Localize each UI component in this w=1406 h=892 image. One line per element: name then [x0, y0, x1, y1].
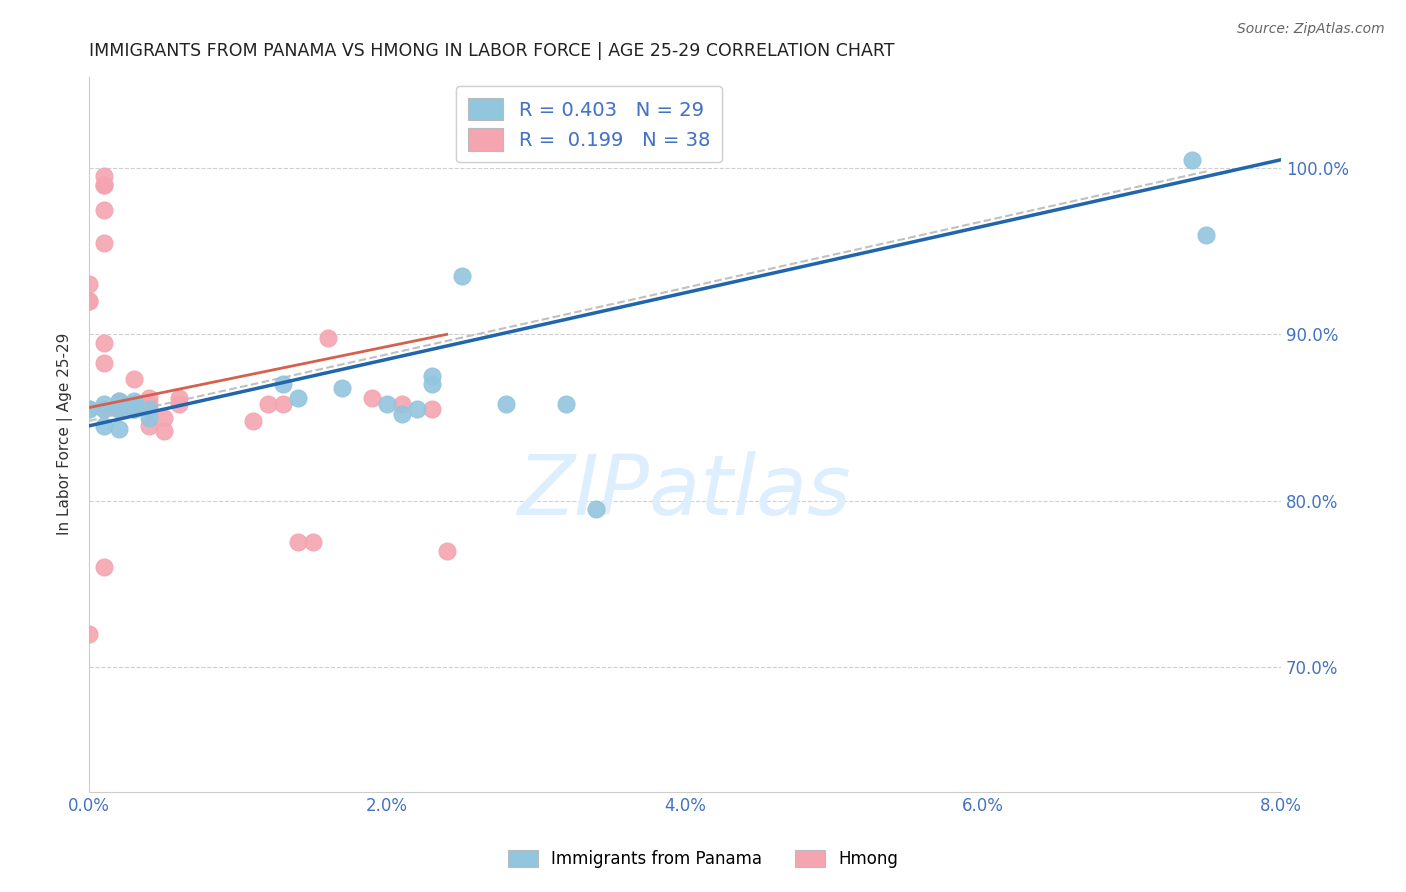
- Point: [93, 397, 115, 411]
- Point: [1180, 153, 1202, 167]
- Point: [93, 418, 115, 433]
- Point: [77, 277, 100, 292]
- Point: [138, 397, 160, 411]
- Point: [554, 397, 576, 411]
- Point: [93, 202, 115, 217]
- Point: [108, 402, 131, 417]
- Point: [93, 560, 115, 574]
- Legend: Immigrants from Panama, Hmong: Immigrants from Panama, Hmong: [501, 843, 905, 875]
- Point: [375, 397, 398, 411]
- Point: [287, 535, 309, 549]
- Point: [108, 402, 131, 417]
- Point: [152, 410, 174, 425]
- Point: [108, 397, 131, 411]
- Point: [391, 397, 413, 411]
- Point: [122, 393, 145, 408]
- Point: [271, 397, 294, 411]
- Legend: R = 0.403   N = 29, R =  0.199   N = 38: R = 0.403 N = 29, R = 0.199 N = 38: [457, 87, 721, 162]
- Point: [138, 410, 160, 425]
- Point: [301, 535, 323, 549]
- Text: Source: ZipAtlas.com: Source: ZipAtlas.com: [1237, 22, 1385, 37]
- Point: [332, 381, 354, 395]
- Point: [77, 294, 100, 309]
- Point: [122, 372, 145, 386]
- Point: [420, 402, 443, 417]
- Point: [108, 402, 131, 417]
- Point: [420, 377, 443, 392]
- Point: [450, 269, 472, 284]
- Point: [93, 335, 115, 350]
- Point: [77, 402, 100, 417]
- Point: [108, 393, 131, 408]
- Point: [77, 294, 100, 309]
- Point: [242, 414, 264, 428]
- Point: [287, 391, 309, 405]
- Point: [138, 402, 160, 417]
- Point: [257, 397, 280, 411]
- Point: [316, 331, 339, 345]
- Point: [495, 397, 517, 411]
- Point: [138, 418, 160, 433]
- Point: [108, 402, 131, 417]
- Point: [271, 377, 294, 392]
- Point: [585, 502, 607, 516]
- Point: [436, 543, 458, 558]
- Point: [122, 397, 145, 411]
- Point: [122, 402, 145, 417]
- Point: [138, 391, 160, 405]
- Point: [1195, 227, 1218, 242]
- Point: [167, 391, 190, 405]
- Point: [93, 178, 115, 192]
- Point: [108, 422, 131, 436]
- Point: [167, 397, 190, 411]
- Point: [420, 368, 443, 383]
- Point: [152, 424, 174, 438]
- Point: [122, 402, 145, 417]
- Point: [361, 391, 384, 405]
- Point: [77, 626, 100, 640]
- Point: [108, 402, 131, 417]
- Text: ZIPatlas: ZIPatlas: [519, 450, 852, 532]
- Point: [93, 235, 115, 250]
- Point: [108, 393, 131, 408]
- Point: [77, 402, 100, 417]
- Point: [93, 169, 115, 184]
- Point: [406, 402, 429, 417]
- Point: [93, 402, 115, 417]
- Point: [122, 397, 145, 411]
- Point: [122, 402, 145, 417]
- Point: [93, 356, 115, 370]
- Point: [391, 407, 413, 421]
- Y-axis label: In Labor Force | Age 25-29: In Labor Force | Age 25-29: [58, 333, 73, 535]
- Text: IMMIGRANTS FROM PANAMA VS HMONG IN LABOR FORCE | AGE 25-29 CORRELATION CHART: IMMIGRANTS FROM PANAMA VS HMONG IN LABOR…: [89, 42, 894, 60]
- Point: [93, 402, 115, 417]
- Point: [93, 178, 115, 192]
